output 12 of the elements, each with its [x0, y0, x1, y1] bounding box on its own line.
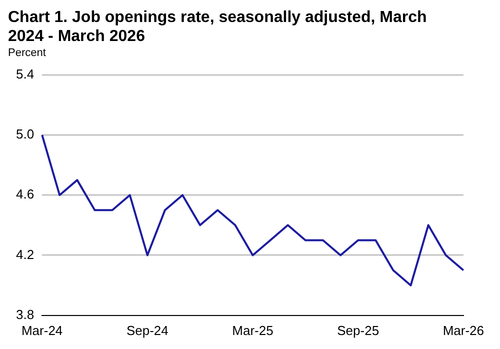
x-tick-label: Mar-24 — [21, 322, 63, 338]
y-tick-label: 5.0 — [16, 126, 34, 142]
chart-title: Chart 1. Job openings rate, seasonally adjusted, March 2024 - March 2026 — [8, 8, 428, 46]
y-tick-label: 5.4 — [16, 66, 34, 82]
x-tick-label: Mar-26 — [442, 322, 484, 338]
y-tick-label: 4.2 — [16, 246, 34, 262]
x-tick-label: Sep-25 — [337, 322, 380, 338]
x-tick-label: Sep-24 — [126, 322, 168, 338]
y-tick-label: 4.6 — [16, 186, 34, 202]
x-tick-label: Mar-25 — [232, 322, 274, 338]
y-tick-label: 3.8 — [16, 306, 34, 322]
y-axis-title: Percent — [8, 47, 47, 59]
